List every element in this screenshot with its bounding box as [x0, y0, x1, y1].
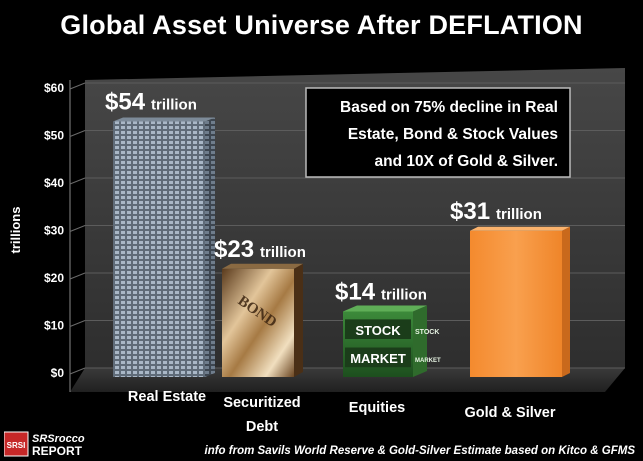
stock-text: STOCK [355, 323, 401, 338]
y-tick-label: $0 [51, 366, 65, 380]
y-tick-label: $30 [44, 224, 64, 238]
bar-4 [470, 226, 570, 377]
value-label: $23 trillion [214, 236, 306, 263]
bar-side [562, 226, 570, 377]
bar-side [294, 263, 303, 377]
annotation-box: Based on 75% decline in Real Estate, Bon… [305, 87, 571, 178]
category-label: Real Estate [128, 389, 206, 405]
side-market-text: MARKET [415, 358, 441, 364]
category-label: Gold & Silver [464, 405, 555, 421]
category-label-line2: Debt [246, 419, 278, 435]
y-tick-label: $10 [44, 319, 64, 333]
y-axis-label: trillions [8, 207, 23, 254]
gridline-diagonal [69, 177, 86, 185]
gridline-diagonal [69, 367, 86, 375]
bar-front [113, 121, 205, 377]
side-stock-text: STOCK [415, 329, 439, 336]
category-label: Equities [349, 400, 405, 416]
bar-top [222, 263, 303, 269]
gridline-diagonal [69, 320, 86, 327]
value-label: $14 trillion [335, 279, 427, 306]
bar-top [470, 226, 570, 231]
category-label: Securitized [223, 395, 300, 411]
bar-side [205, 117, 215, 377]
value-label: $31 trillion [450, 198, 542, 225]
market-band [345, 347, 411, 368]
bars: BOND STOCK MARKET STOCK MARKET [113, 117, 570, 377]
y-tick-labels: $0 $10 $20 $30 $40 $50 $60 [44, 81, 64, 380]
logo-badge: SRSI [7, 441, 26, 450]
bar-1 [113, 117, 215, 377]
logo-text-bottom: REPORT [32, 444, 83, 458]
bar-side [413, 305, 427, 377]
annotation-line-2: Estate, Bond & Stock Values [348, 126, 558, 143]
y-tick-label: $20 [44, 271, 64, 285]
bar-3: STOCK MARKET STOCK MARKET [343, 305, 441, 377]
value-labels: $54 trillion $23 trillion $14 trillion $31 tril… [105, 89, 542, 306]
annotation-line-3: and 10X of Gold & Silver. [375, 153, 558, 170]
gridline-diagonal [69, 82, 86, 90]
srsrocco-logo: SRSI SRSrocco REPORT [4, 431, 85, 458]
y-tick-label: $50 [44, 129, 64, 143]
gridline-diagonal [69, 272, 86, 280]
bar-front [470, 230, 562, 377]
chart-title: Global Asset Universe After DEFLATION [60, 10, 583, 40]
value-label: $54 trillion [105, 89, 197, 116]
bar-top [343, 305, 427, 312]
y-tick-label: $60 [44, 81, 64, 95]
bar-front [222, 268, 294, 377]
category-labels: Real Estate Securitized Debt Equities Gold &… [128, 389, 556, 435]
gridline-diagonal [69, 130, 86, 137]
bar-2: BOND [222, 263, 303, 377]
logo-text-top: SRSrocco [32, 433, 85, 445]
market-text: MARKET [350, 351, 406, 366]
bar-top [113, 117, 215, 122]
source-note: info from Savils World Reserve & Gold-Si… [204, 445, 636, 457]
y-tick-label: $40 [44, 176, 64, 190]
stock-band [345, 319, 411, 340]
annotation-line-1: Based on 75% decline in Real [340, 99, 558, 116]
gridline-diagonal [69, 225, 86, 232]
